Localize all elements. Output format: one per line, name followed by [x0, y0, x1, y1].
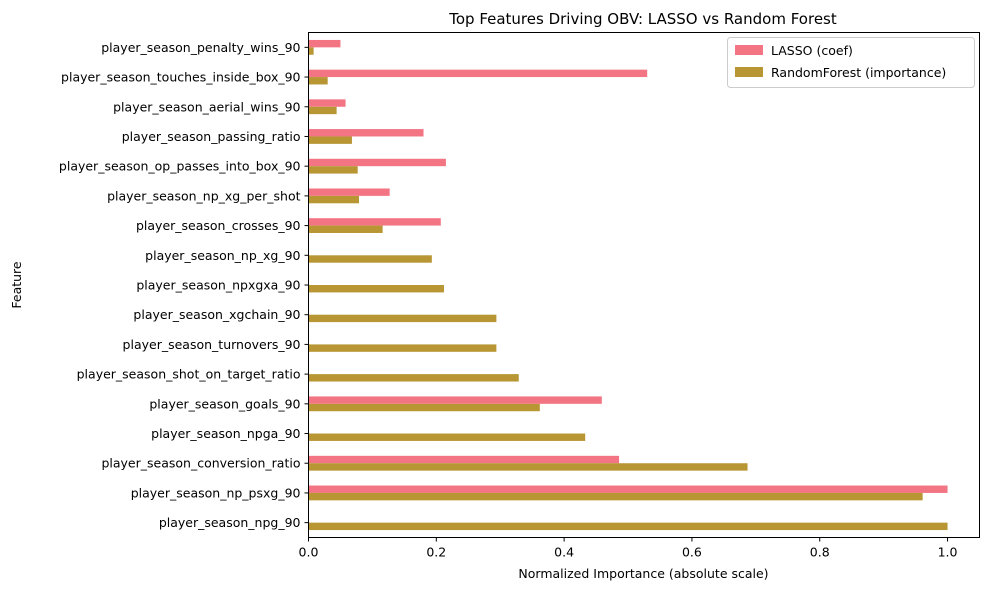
y-tick-label: player_season_np_psxg_90: [131, 485, 301, 500]
bar-randomforest-4: [308, 166, 358, 174]
y-tick-label: player_season_npg_90: [159, 515, 301, 530]
y-tick-label: player_season_xgchain_90: [133, 307, 300, 322]
legend-label-randomforest: RandomForest (importance): [771, 65, 946, 80]
bar-randomforest-2: [308, 106, 337, 115]
y-tick-label: player_season_aerial_wins_90: [113, 99, 300, 114]
bar-randomforest-7: [308, 255, 432, 263]
bar-randomforest-12: [308, 403, 540, 412]
y-tick-label: player_season_op_passes_into_box_90: [59, 159, 301, 174]
y-tick-labels: player_season_penalty_wins_90 player_seas…: [59, 40, 309, 530]
legend-label-lasso: LASSO (coef): [771, 43, 853, 58]
bar-randomforest-11: [308, 374, 519, 382]
x-tick-label: 0.6: [682, 545, 702, 560]
legend-swatch-randomforest: [735, 67, 763, 77]
bar-randomforest-16: [308, 522, 948, 531]
x-tick-label: 0.8: [810, 545, 830, 560]
x-tick-label: 0.0: [299, 545, 319, 560]
bar-randomforest-13: [308, 433, 586, 441]
y-tick-label: player_season_crosses_90: [136, 218, 301, 233]
y-axis-label: Feature: [9, 261, 24, 309]
x-tick-label: 0.4: [554, 545, 574, 560]
bar-lasso-15: [308, 485, 948, 493]
y-tick-label: player_season_touches_inside_box_90: [61, 70, 301, 85]
bar-lasso-2: [308, 99, 346, 107]
y-tick-label: player_season_penalty_wins_90: [101, 40, 300, 55]
y-tick-label: player_season_conversion_ratio: [101, 456, 300, 471]
x-axis-label: Normalized Importance (absolute scale): [518, 566, 768, 581]
bar-lasso-14: [308, 455, 620, 464]
bar-randomforest-10: [308, 344, 497, 352]
bar-randomforest-8: [308, 285, 444, 293]
y-tick-label: player_season_np_xg_90: [145, 248, 300, 263]
bar-randomforest-3: [308, 136, 352, 144]
y-tick-label: player_season_np_xg_per_shot: [107, 188, 301, 203]
y-tick-label: player_season_npga_90: [151, 426, 300, 441]
bar-randomforest-0: [308, 47, 314, 55]
bar-lasso-0: [308, 39, 341, 48]
legend-swatch-lasso: [735, 45, 763, 55]
y-tick-label: player_season_turnovers_90: [123, 337, 301, 352]
x-tick-labels: 0.0 0.2 0.4 0.6 0.8 1.0: [299, 537, 958, 560]
bar-lasso-4: [308, 158, 446, 167]
y-tick-label: player_season_passing_ratio: [122, 129, 301, 144]
legend: LASSO (coef) RandomForest (importance): [727, 37, 975, 88]
bar-randomforest-14: [308, 463, 748, 471]
y-tick-label: player_season_goals_90: [149, 396, 300, 411]
bar-randomforest-5: [308, 195, 359, 204]
bar-randomforest-1: [308, 77, 328, 85]
bar-randomforest-15: [308, 492, 923, 501]
bar-lasso-1: [308, 69, 648, 78]
bar-randomforest-9: [308, 314, 497, 323]
x-tick-label: 1.0: [938, 545, 958, 560]
bar-randomforest-6: [308, 225, 383, 233]
plot-frame: [308, 32, 980, 538]
x-tick-label: 0.2: [426, 545, 446, 560]
bar-lasso-6: [308, 218, 441, 226]
bars-layer: [308, 39, 948, 531]
bar-lasso-3: [308, 129, 424, 137]
chart-title: Top Features Driving OBV: LASSO vs Rando…: [448, 10, 837, 28]
bar-lasso-12: [308, 396, 602, 404]
y-tick-label: player_season_npxgxa_90: [136, 278, 300, 293]
legend-box: [727, 37, 975, 88]
y-tick-label: player_season_shot_on_target_ratio: [77, 367, 301, 382]
bar-lasso-5: [308, 188, 390, 196]
